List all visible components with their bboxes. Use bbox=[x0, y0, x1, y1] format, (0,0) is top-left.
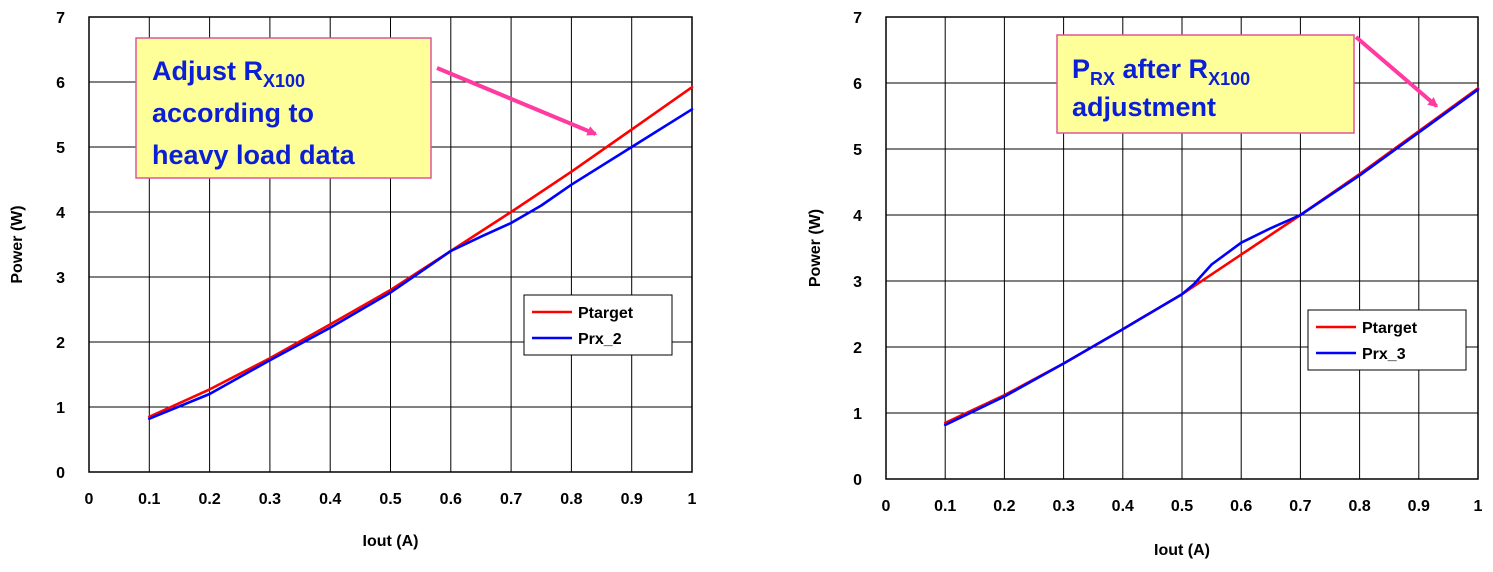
y-tick-label: 3 bbox=[853, 274, 862, 291]
callout-subscript: X100 bbox=[263, 71, 305, 91]
y-tick-label: 1 bbox=[56, 400, 65, 417]
x-tick-label: 0.9 bbox=[1408, 498, 1430, 515]
callout-box bbox=[1056, 34, 1355, 134]
series-line-prx-3 bbox=[943, 88, 1480, 427]
y-tick-label: 4 bbox=[853, 208, 862, 225]
y-tick-label: 3 bbox=[56, 270, 65, 287]
callout-line: according to bbox=[152, 98, 314, 128]
y-tick-label: 5 bbox=[56, 140, 65, 157]
callout-text: P bbox=[1072, 54, 1090, 84]
x-tick-label: 0 bbox=[882, 498, 891, 515]
callout-subscript: X100 bbox=[1208, 69, 1250, 89]
y-tick-label: 0 bbox=[56, 465, 65, 482]
callout-line: Adjust RX100 bbox=[152, 56, 305, 91]
x-tick-label: 0.8 bbox=[560, 491, 582, 508]
x-tick-label: 0.4 bbox=[1112, 498, 1134, 515]
callout-subscript: RX bbox=[1090, 69, 1115, 89]
x-tick-label: 0.5 bbox=[379, 491, 401, 508]
callout-box bbox=[135, 37, 432, 179]
x-tick-label: 0.4 bbox=[319, 491, 341, 508]
legend: Ptarget Prx_2 bbox=[523, 294, 673, 356]
callout-line: PRX after RX100 bbox=[1072, 54, 1250, 89]
callout-text: heavy load data bbox=[152, 140, 356, 170]
x-tick-label: 0.5 bbox=[1171, 498, 1193, 515]
x-tick-label: 0.6 bbox=[1230, 498, 1252, 515]
y-tick-label: 6 bbox=[56, 75, 65, 92]
x-tick-label: 0.7 bbox=[500, 491, 522, 508]
callout-text: Adjust R bbox=[152, 56, 263, 86]
callout-text: after R bbox=[1115, 54, 1208, 84]
x-tick-label: 0.2 bbox=[993, 498, 1015, 515]
callout-line: adjustment bbox=[1072, 92, 1216, 122]
legend: Ptarget Prx_3 bbox=[1307, 309, 1467, 371]
legend-label: Prx_3 bbox=[1362, 346, 1406, 363]
y-tick-label: 7 bbox=[56, 10, 65, 27]
y-tick-label: 2 bbox=[853, 340, 862, 357]
x-tick-label: 0.9 bbox=[621, 491, 643, 508]
x-tick-label: 0.6 bbox=[440, 491, 462, 508]
legend-label: Prx_2 bbox=[578, 331, 622, 348]
legend-box bbox=[523, 294, 673, 356]
callout: Adjust RX100 according to heavy load data bbox=[135, 37, 432, 179]
chart-2: 0 0.1 0.2 0.3 0.4 0.5 0.6 0.7 0.8 0.9 1 0 1 2 3 4 5 6 7 Iou… bbox=[807, 10, 1483, 559]
y-tick-label: 4 bbox=[56, 205, 65, 222]
y-tick-label: 7 bbox=[853, 10, 862, 27]
x-tick-label: 0.2 bbox=[198, 491, 220, 508]
y-axis-title: Power (W) bbox=[9, 205, 26, 283]
callout-arrow bbox=[436, 66, 598, 136]
x-tick-label: 1 bbox=[688, 491, 697, 508]
x-tick-label: 0.3 bbox=[259, 491, 281, 508]
callout-line: heavy load data bbox=[152, 140, 356, 170]
callout-text: according to bbox=[152, 98, 314, 128]
x-axis-title: Iout (A) bbox=[1154, 542, 1210, 559]
y-tick-label: 1 bbox=[853, 406, 862, 423]
x-axis-title: Iout (A) bbox=[363, 533, 419, 550]
y-tick-label: 2 bbox=[56, 335, 65, 352]
series-line-prx-2 bbox=[148, 108, 694, 421]
x-tick-label: 0.1 bbox=[138, 491, 160, 508]
y-tick-label: 6 bbox=[853, 76, 862, 93]
legend-label: Ptarget bbox=[1362, 320, 1418, 337]
callout-text: adjustment bbox=[1072, 92, 1216, 122]
y-tick-label: 0 bbox=[853, 472, 862, 489]
x-tick-label: 0.8 bbox=[1348, 498, 1370, 515]
y-axis-title: Power (W) bbox=[807, 209, 824, 287]
x-tick-label: 1 bbox=[1474, 498, 1483, 515]
x-tick-label: 0.1 bbox=[934, 498, 956, 515]
x-tick-label: 0.3 bbox=[1052, 498, 1074, 515]
callout-arrow bbox=[1354, 35, 1439, 108]
legend-label: Ptarget bbox=[578, 305, 634, 322]
legend-box bbox=[1307, 309, 1467, 371]
x-tick-label: 0.7 bbox=[1289, 498, 1311, 515]
x-tick-label: 0 bbox=[85, 491, 94, 508]
chart-1: 0 0.1 0.2 0.3 0.4 0.5 0.6 0.7 0.8 0.9 1 0 1 2 3 4 5 6 7 Iou… bbox=[9, 10, 697, 550]
y-tick-label: 5 bbox=[853, 142, 862, 159]
